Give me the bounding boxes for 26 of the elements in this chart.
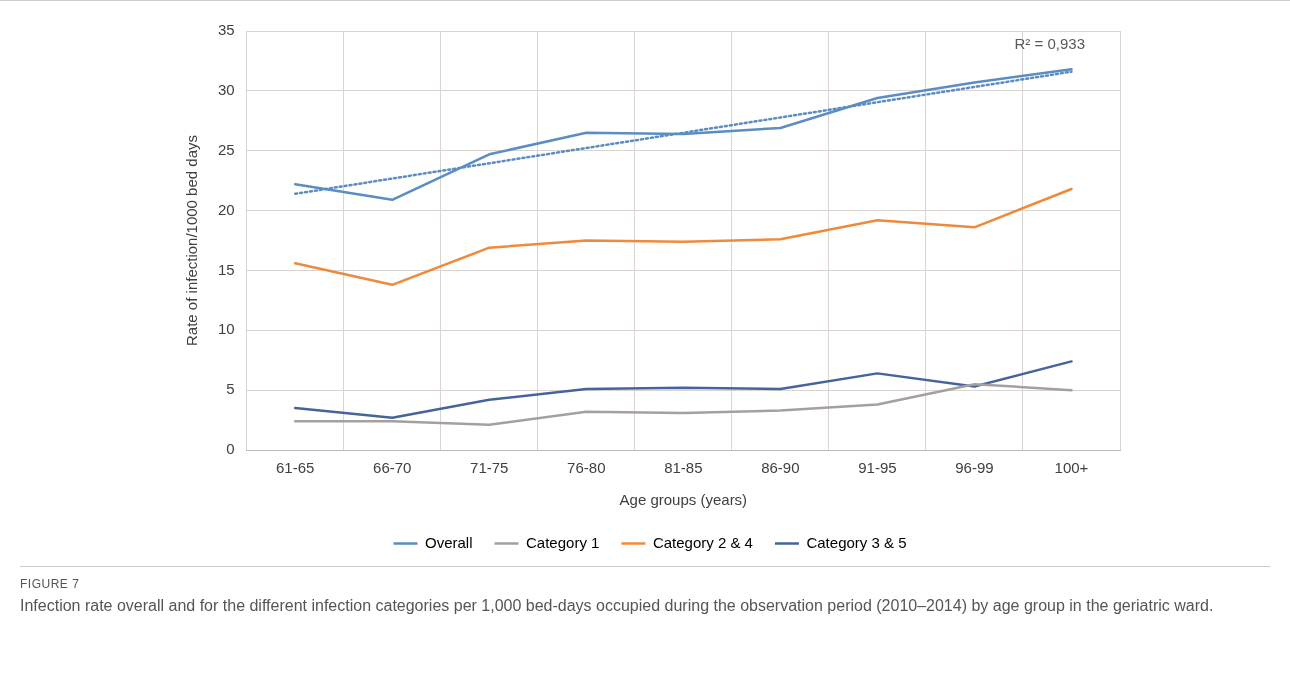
- y-tick-label: 5: [226, 380, 235, 398]
- x-tick-label: 71-75: [470, 459, 509, 477]
- y-tick-label: 30: [218, 81, 235, 98]
- legend-label: Overall: [425, 533, 473, 551]
- legend-label: Category 3 & 5: [806, 533, 907, 551]
- y-tick-label: 10: [218, 320, 235, 338]
- y-tick-label: 25: [218, 140, 235, 158]
- x-axis-title: Age groups (years): [619, 491, 748, 509]
- x-tick-label: 86-90: [761, 459, 800, 477]
- x-tick-label: 96-99: [955, 459, 994, 477]
- x-tick-label: 100+: [1054, 459, 1089, 477]
- annotation: R² = 0,933: [1014, 35, 1085, 53]
- y-tick-label: 35: [218, 21, 235, 39]
- x-tick-label: 66-70: [373, 459, 412, 477]
- y-axis-title: Rate of infection/1000 bed days: [183, 135, 201, 346]
- legend-label: Category 2 & 4: [652, 533, 753, 551]
- x-tick-label: 76-80: [567, 459, 606, 477]
- legend-label: Category 1: [526, 533, 600, 551]
- caption: FIGURE 7: [20, 577, 81, 591]
- y-tick-label: 20: [218, 200, 235, 218]
- y-tick-label: 15: [218, 260, 235, 278]
- x-tick-label: 61-65: [276, 459, 315, 477]
- x-tick-label: 81-85: [664, 459, 703, 477]
- text: Infection rate overall and for the different infection categories per 1,000 bed-days occupied during the observation period (2010–2014) by age group in the geriatric ward.: [20, 596, 1215, 616]
- y-tick-label: 0: [226, 440, 235, 458]
- x-tick-label: 91-95: [858, 459, 897, 477]
